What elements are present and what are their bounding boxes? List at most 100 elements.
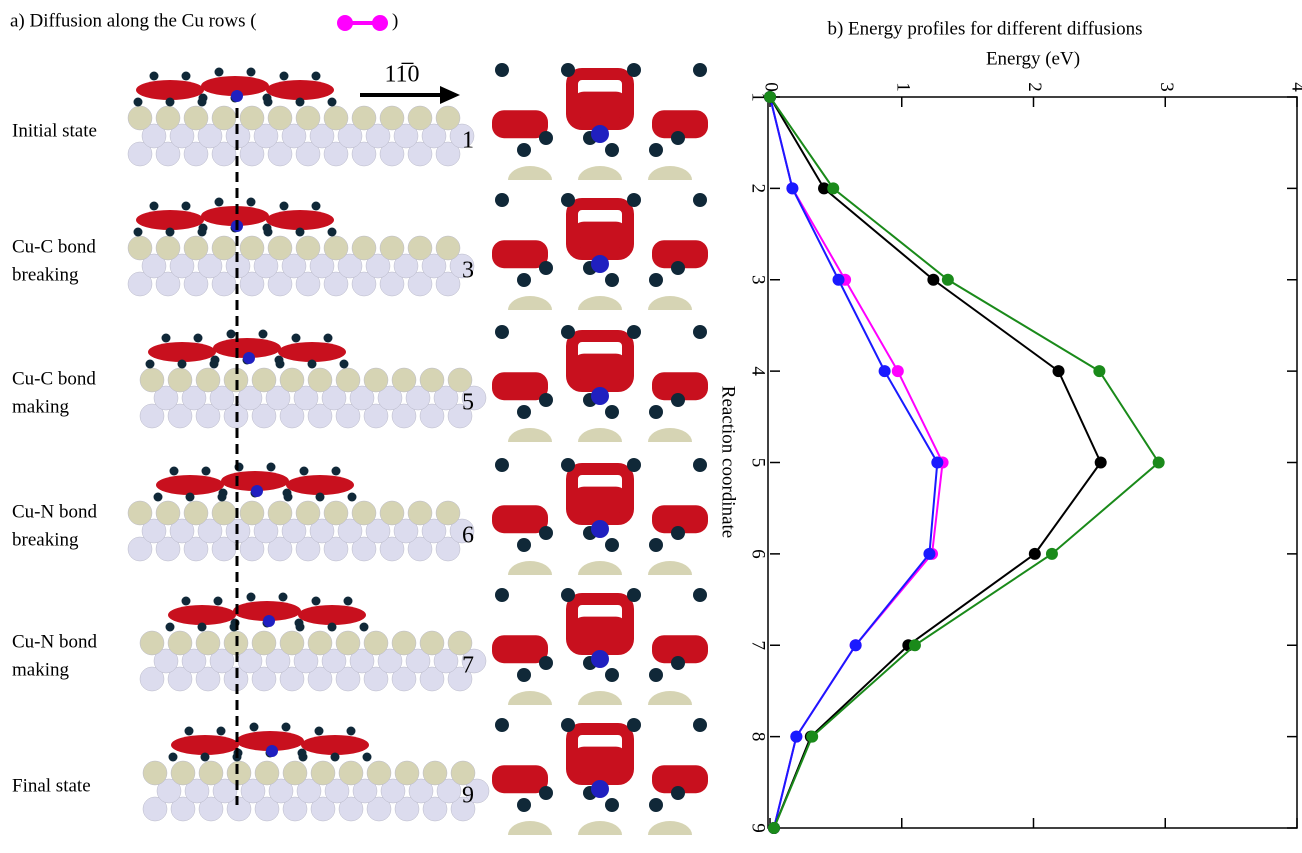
surface-atom xyxy=(335,367,361,393)
data-point xyxy=(891,365,904,378)
zoom-hydrogen xyxy=(627,63,641,77)
surface-atom xyxy=(450,796,476,822)
surface-atom xyxy=(419,630,445,656)
state-label: Cu-N bond xyxy=(12,631,97,652)
hydrogen-atom xyxy=(185,492,195,502)
molecule-part xyxy=(213,338,281,358)
state-label: Cu-C bond xyxy=(12,236,96,257)
zoom-hydrogen xyxy=(495,63,509,77)
zoom-hydrogen xyxy=(517,143,531,157)
surface-atom xyxy=(421,123,447,149)
x-tick-label: 2 xyxy=(748,184,769,194)
data-point xyxy=(1152,456,1165,469)
plot: 01234123456789 xyxy=(748,82,1302,834)
zoom-ring xyxy=(572,746,628,775)
hydrogen-atom xyxy=(311,71,321,81)
hydrogen-atom xyxy=(311,201,321,211)
surface-atom xyxy=(407,141,433,167)
surface-atom xyxy=(267,536,293,562)
surface-atom xyxy=(197,518,223,544)
surface-atom xyxy=(209,648,235,674)
surface-atom xyxy=(197,253,223,279)
surface-atom xyxy=(155,536,181,562)
arrow-head xyxy=(440,86,460,104)
surface-atom xyxy=(155,141,181,167)
hydrogen-atom xyxy=(153,492,163,502)
surface-atom xyxy=(337,518,363,544)
surface-atom xyxy=(447,367,473,393)
zoom-nitrogen xyxy=(591,520,609,538)
surface-atom xyxy=(407,536,433,562)
surface-atom xyxy=(127,141,153,167)
surface-atom xyxy=(142,796,168,822)
step-number: 3 xyxy=(462,258,474,284)
zoom-ring xyxy=(492,505,548,534)
zoom-mask xyxy=(490,835,710,851)
surface-atom xyxy=(253,518,279,544)
surface-atom xyxy=(323,500,349,526)
surface-atom xyxy=(226,796,252,822)
legend-dot xyxy=(372,15,388,31)
zoom-hydrogen xyxy=(627,458,641,472)
surface-atom xyxy=(211,235,237,261)
hydrogen-atom xyxy=(193,333,203,343)
surface-atom xyxy=(153,385,179,411)
data-point xyxy=(1052,365,1065,378)
hydrogen-atom xyxy=(216,726,226,736)
x-tick-label: 8 xyxy=(748,732,769,742)
surface-atom xyxy=(323,105,349,131)
zoom-hydrogen xyxy=(605,798,619,812)
surface-atom xyxy=(363,403,389,429)
surface-atom xyxy=(335,630,361,656)
surface-atom xyxy=(338,796,364,822)
zoom-ring xyxy=(566,593,634,655)
surface-atom xyxy=(265,385,291,411)
data-point xyxy=(908,639,921,652)
state-label: breaking xyxy=(12,264,79,285)
state-label: Final state xyxy=(12,775,91,796)
y-axis-title: Energy (eV) xyxy=(986,48,1080,69)
step-number: 5 xyxy=(462,390,474,416)
data-point xyxy=(818,182,831,195)
data-point xyxy=(849,639,862,652)
hydrogen-atom xyxy=(226,329,236,339)
surface-atom xyxy=(211,500,237,526)
surface-atom xyxy=(279,630,305,656)
surface-atom xyxy=(153,648,179,674)
surface-atom xyxy=(183,235,209,261)
surface-atom xyxy=(335,666,361,692)
surface-atom xyxy=(422,760,448,786)
zoom-ring xyxy=(652,765,708,794)
hydrogen-atom xyxy=(346,726,356,736)
hydrogen-atom xyxy=(213,596,223,606)
x-axis-title: Reaction coordinate xyxy=(718,386,739,538)
zoom-hydrogen xyxy=(671,393,685,407)
surface-atom xyxy=(155,500,181,526)
surface-atom xyxy=(281,518,307,544)
hydrogen-atom xyxy=(315,492,325,502)
surface-atom xyxy=(435,235,461,261)
surface-atom xyxy=(279,666,305,692)
zoom-nitrogen xyxy=(591,255,609,273)
surface-atom xyxy=(352,778,378,804)
hydrogen-atom xyxy=(168,752,178,762)
molecule-part xyxy=(168,605,236,625)
hydrogen-atom xyxy=(362,752,372,762)
zoom-nitrogen xyxy=(591,780,609,798)
surface-atom xyxy=(239,536,265,562)
surface-atom xyxy=(195,666,221,692)
surface-atom xyxy=(394,760,420,786)
surface-atom xyxy=(195,367,221,393)
surface-atom xyxy=(239,235,265,261)
hydrogen-atom xyxy=(133,227,143,237)
hydrogen-atom xyxy=(299,466,309,476)
surface-atom xyxy=(226,760,252,786)
zoom-hydrogen xyxy=(495,718,509,732)
surface-atom xyxy=(365,123,391,149)
surface-atom xyxy=(155,105,181,131)
hydrogen-atom xyxy=(343,596,353,606)
surface-atom xyxy=(307,630,333,656)
hydrogen-atom xyxy=(295,622,305,632)
zoom-hydrogen xyxy=(693,63,707,77)
